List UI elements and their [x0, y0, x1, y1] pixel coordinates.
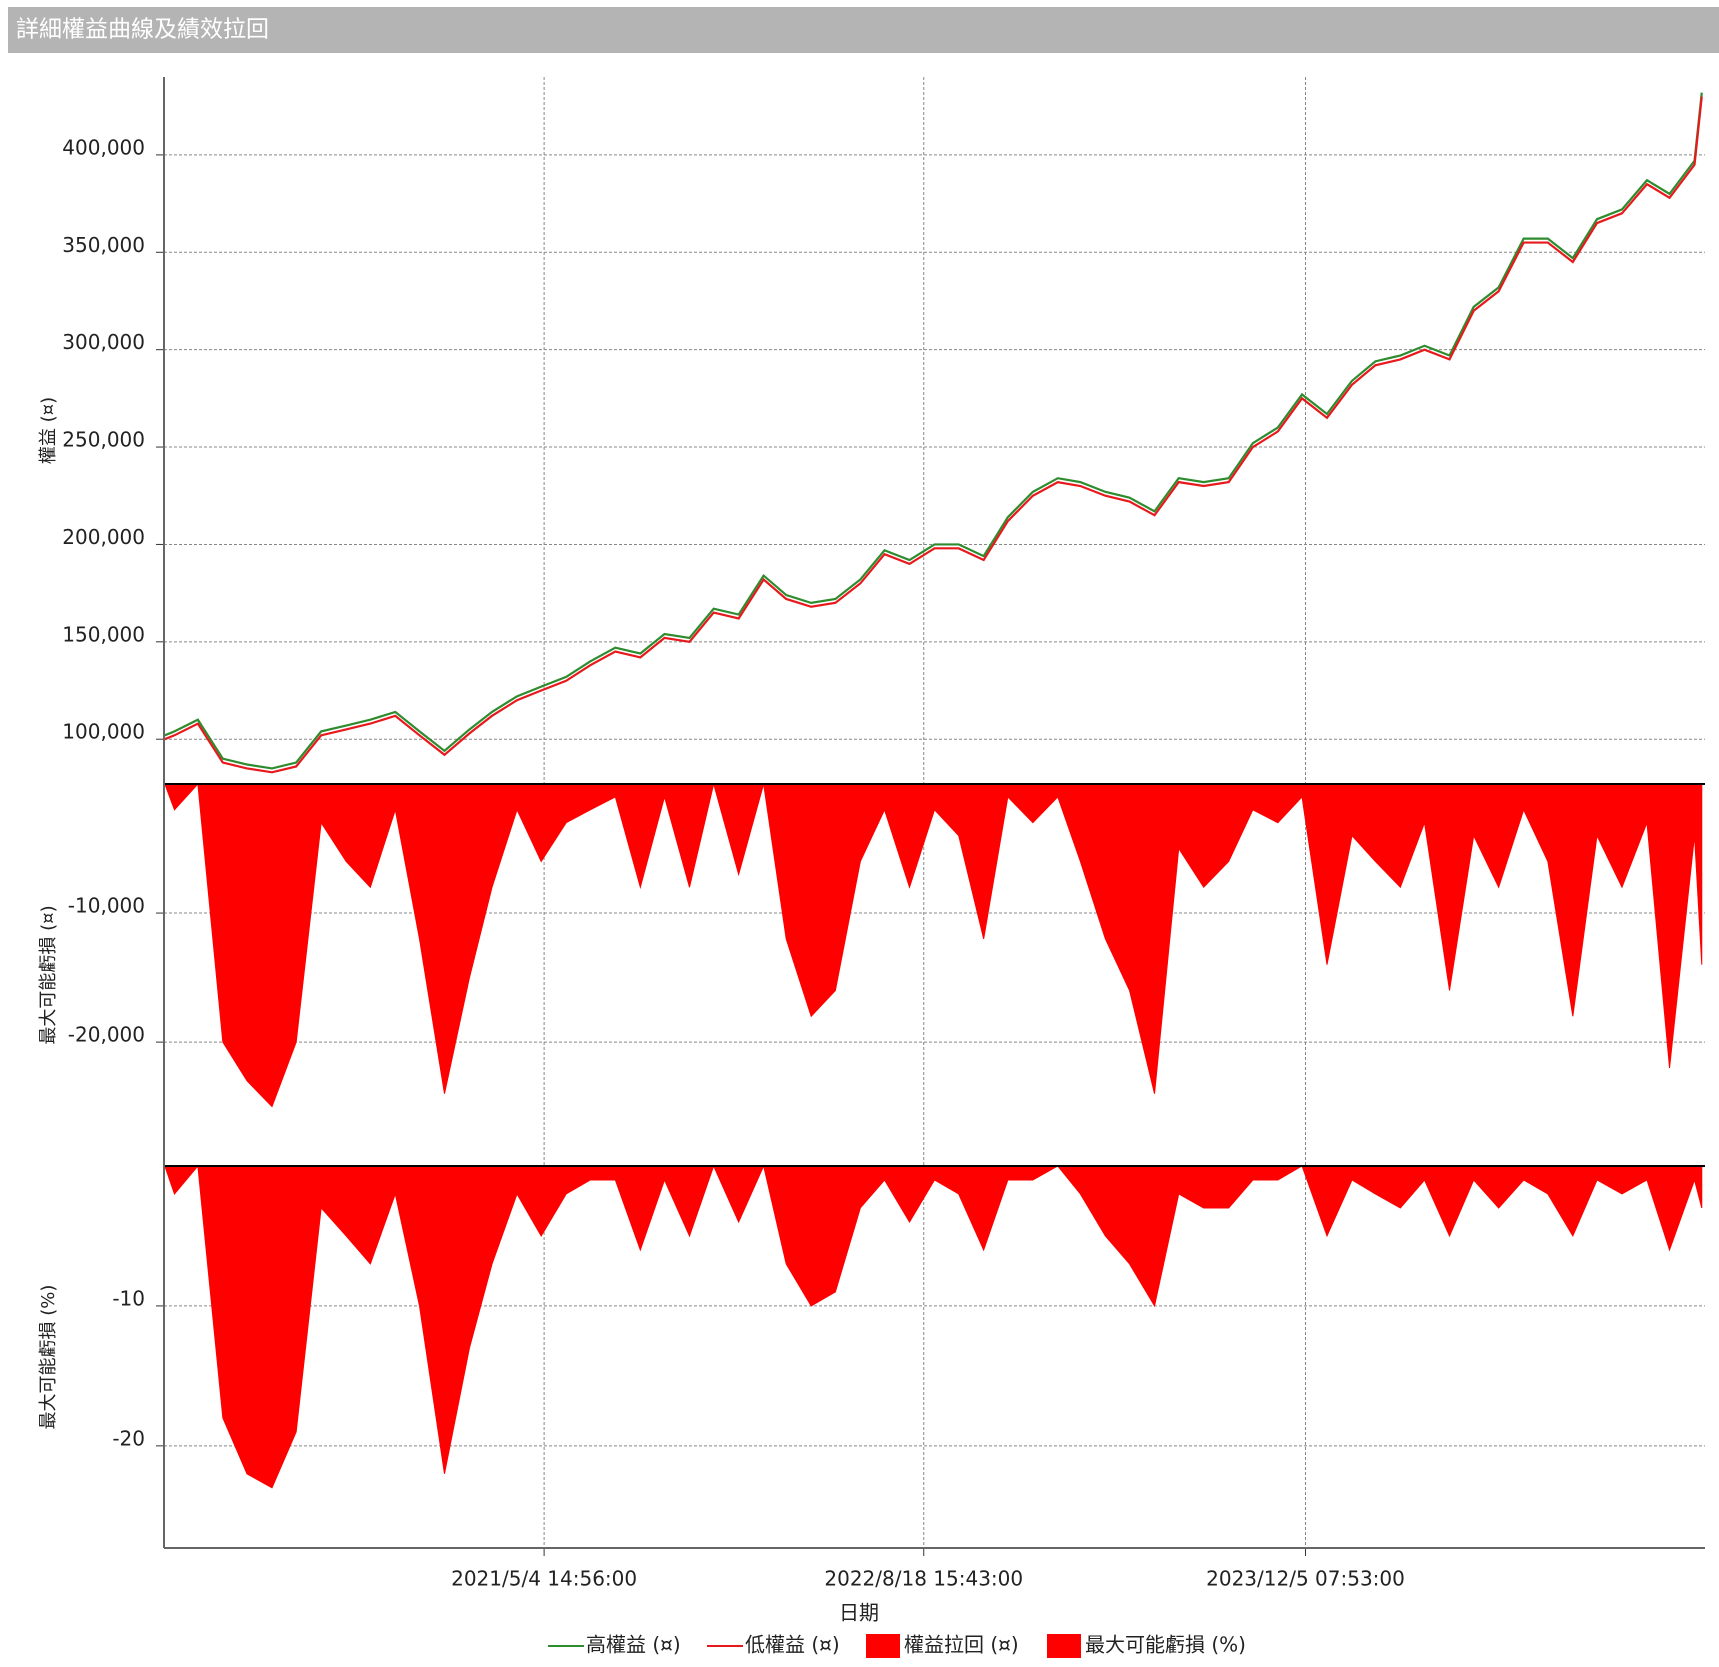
y-tick-label: 200,000 [62, 525, 145, 549]
y-tick-label: 350,000 [62, 233, 145, 257]
y-tick-label: 400,000 [62, 135, 145, 159]
x-axis-label: 日期 [839, 1601, 879, 1625]
y-axis-label: 最大可能虧損 (¤) [38, 905, 59, 1044]
y-axis-label: 權益 (¤) [38, 397, 59, 464]
legend-label: 高權益 (¤) [586, 1633, 681, 1657]
x-tick-label: 2021/5/4 14:56:00 [451, 1567, 637, 1591]
equity-line [164, 96, 1703, 774]
legend-swatch [1047, 1634, 1081, 1658]
y-tick-label: -20,000 [68, 1023, 145, 1047]
y-tick-label: 300,000 [62, 330, 145, 354]
y-tick-label: 150,000 [62, 622, 145, 646]
y-tick-label: 250,000 [62, 428, 145, 452]
legend-swatch [866, 1634, 900, 1658]
legend-label: 權益拉回 (¤) [904, 1633, 1019, 1657]
drawdown-area [164, 782, 1703, 1108]
x-tick-label: 2023/12/5 07:53:00 [1206, 1567, 1405, 1591]
drawdown-area [164, 1164, 1703, 1489]
legend-label: 低權益 (¤) [745, 1633, 840, 1657]
title-bar [8, 7, 1719, 53]
y-tick-label: -20 [112, 1426, 145, 1450]
chart-title: 詳細權益曲線及績效拉回 [16, 17, 269, 43]
y-tick-label: 100,000 [62, 720, 145, 744]
legend-label: 最大可能虧損 (%) [1085, 1633, 1246, 1657]
y-tick-label: -10 [112, 1286, 145, 1310]
y-axis-label: 最大可能虧損 (%) [38, 1285, 59, 1430]
equity-line [164, 92, 1703, 770]
x-tick-label: 2022/8/18 15:43:00 [824, 1567, 1023, 1591]
y-tick-label: -10,000 [68, 894, 145, 918]
